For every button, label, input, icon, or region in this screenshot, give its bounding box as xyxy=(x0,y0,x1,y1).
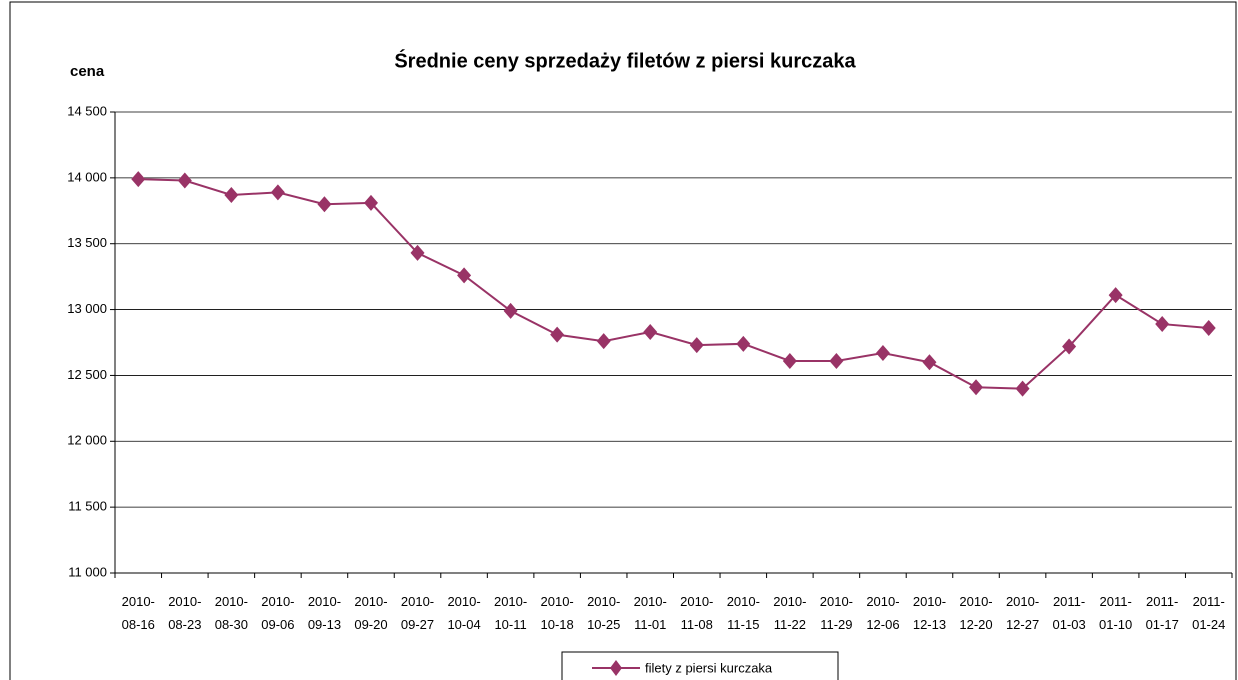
legend: filety z piersi kurczaka xyxy=(561,651,839,680)
x-tick-label: 2010-11-01 xyxy=(634,594,667,632)
y-tick-label: 11 500 xyxy=(68,499,107,514)
data-point xyxy=(1062,338,1077,355)
data-point xyxy=(1015,380,1030,397)
y-tick-label: 14 000 xyxy=(67,169,107,184)
x-tick-label: 2010-10-04 xyxy=(447,594,480,632)
data-point xyxy=(875,345,890,362)
y-tick-label: 14 500 xyxy=(67,103,107,118)
data-point xyxy=(596,333,611,350)
data-point xyxy=(782,352,797,369)
data-point xyxy=(317,196,332,213)
data-point xyxy=(457,267,472,284)
x-tick-label: 2010-09-27 xyxy=(401,594,434,632)
x-tick-label: 2010-11-15 xyxy=(727,594,760,632)
x-tick-label: 2010-08-16 xyxy=(122,594,155,632)
y-tick-label: 12 000 xyxy=(67,433,107,448)
data-point xyxy=(1155,316,1170,333)
x-tick-label: 2010-12-20 xyxy=(959,594,992,632)
y-tick-label: 12 500 xyxy=(67,367,107,382)
x-tick-label: 2010-12-27 xyxy=(1006,594,1039,632)
data-point xyxy=(922,354,937,371)
data-point xyxy=(550,326,565,343)
data-point xyxy=(224,186,239,203)
x-tick-label: 2011-01-10 xyxy=(1099,594,1132,632)
data-point xyxy=(363,194,378,211)
data-point xyxy=(689,337,704,354)
data-point xyxy=(1108,287,1123,304)
y-tick-label: 13 500 xyxy=(67,235,107,250)
data-point xyxy=(969,379,984,396)
y-tick-label: 11 000 xyxy=(68,564,107,579)
data-point xyxy=(829,352,844,369)
x-tick-label: 2010-11-22 xyxy=(773,594,806,632)
data-point xyxy=(410,244,425,261)
chart-border xyxy=(9,1,1237,680)
x-tick-label: 2010-11-29 xyxy=(820,594,853,632)
x-tick-label: 2010-10-11 xyxy=(494,594,527,632)
data-point xyxy=(131,171,146,188)
x-tick-label: 2010-12-06 xyxy=(866,594,899,632)
x-tick-label: 2010-09-13 xyxy=(308,594,341,632)
x-tick-label: 2010-09-20 xyxy=(354,594,387,632)
y-axis-label: cena xyxy=(70,63,105,80)
x-tick-label: 2010-08-30 xyxy=(215,594,248,632)
legend-box xyxy=(561,651,839,680)
x-tick-label: 2010-09-06 xyxy=(261,594,294,632)
data-point xyxy=(736,335,751,352)
x-tick-label: 2010-12-13 xyxy=(913,594,946,632)
legend-label: filety z piersi kurczaka xyxy=(645,660,773,675)
x-tick-label: 2010-10-18 xyxy=(541,594,574,632)
chart-title: Średnie ceny sprzedaży filetów z piersi … xyxy=(394,48,856,72)
data-point xyxy=(643,323,658,340)
x-tick-label: 2011-01-17 xyxy=(1146,594,1179,632)
x-tick-label: 2010-10-25 xyxy=(587,594,620,632)
series-line xyxy=(138,178,1209,390)
x-tick-label: 2010-08-23 xyxy=(168,594,201,632)
x-tick-label: 2011-01-24 xyxy=(1192,594,1225,632)
data-point xyxy=(177,172,192,189)
x-tick-label: 2011-01-03 xyxy=(1052,594,1085,632)
legend-marker xyxy=(610,660,622,676)
data-point xyxy=(1201,320,1216,337)
data-point xyxy=(270,184,285,201)
x-tick-label: 2010-11-08 xyxy=(680,594,713,632)
y-tick-label: 13 000 xyxy=(67,301,107,316)
data-point xyxy=(503,302,518,319)
